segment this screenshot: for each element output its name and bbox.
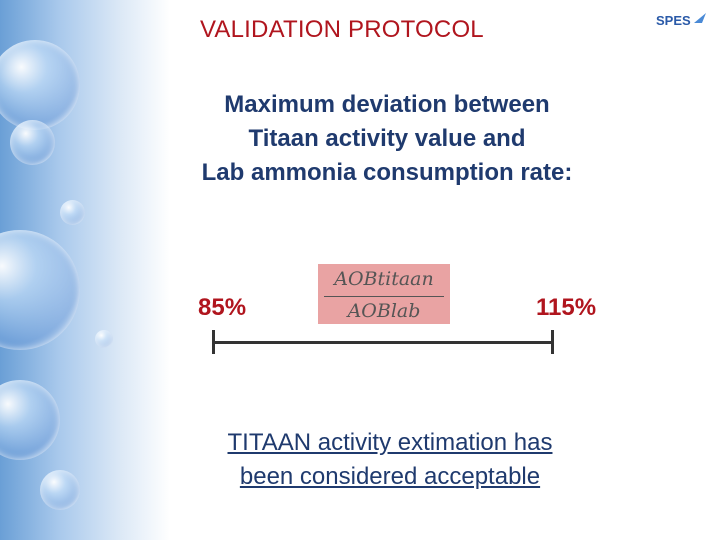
decorative-water-drops-band [0, 0, 170, 540]
scale-tick-left [212, 330, 215, 354]
slide-title: VALIDATION PROTOCOL [200, 16, 484, 43]
subtitle-line: Titaan activity value and [248, 125, 526, 152]
spes-logo: SPES [656, 13, 706, 28]
water-drop [95, 330, 113, 348]
scale-line [214, 341, 552, 344]
subtitle-line: Maximum deviation between [224, 91, 550, 118]
water-drop [0, 380, 60, 460]
scale-tick-right [551, 330, 554, 354]
water-drop [0, 230, 80, 350]
subtitle-line: Lab ammonia consumption rate: [201, 159, 573, 186]
formula-denominator: AOBlab [347, 300, 421, 322]
ratio-formula: AOBtitaan AOBlab [318, 264, 450, 324]
logo-text: SPES [656, 13, 691, 28]
water-drop [10, 120, 55, 165]
water-drop [0, 40, 80, 130]
formula-numerator: AOBtitaan [334, 268, 434, 290]
conclusion-line: TITAAN activity extimation has [227, 429, 553, 456]
conclusion-text: TITAAN activity extimation has been cons… [160, 426, 620, 494]
range-scale [212, 330, 554, 354]
water-drop [40, 470, 80, 510]
range-low-label: 85% [198, 294, 247, 321]
range-high-label: 115% [536, 294, 597, 321]
deviation-description: Maximum deviation between Titaan activit… [150, 88, 624, 190]
water-drop [60, 200, 85, 225]
logo-swoosh-icon [694, 13, 706, 23]
fraction-bar [324, 296, 444, 297]
conclusion-line: been considered acceptable [239, 463, 541, 490]
